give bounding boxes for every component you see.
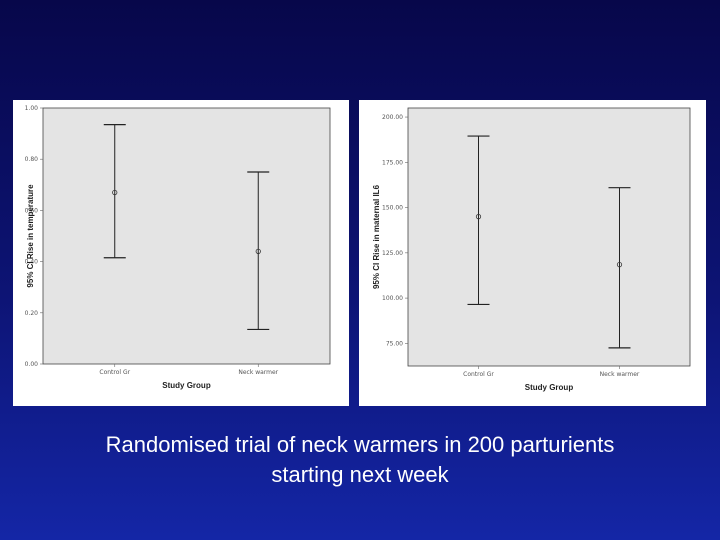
y-axis-label: 95% CI Rise in temperature (26, 184, 35, 288)
y-axis-label: 95% CI Rise in maternal IL6 (372, 184, 381, 289)
chart-panel-il6: 200.00 175.00 150.00 125.00 100.00 75.00 Contr… (359, 100, 706, 406)
errorbar-chart-il6: 200.00 175.00 150.00 125.00 100.00 75.00 Contr… (372, 107, 691, 392)
mean-point (616, 262, 623, 268)
y-tick-label: 0.40 (25, 259, 39, 266)
plot-area (42, 107, 331, 365)
x-category-label: Control Gr (99, 369, 130, 376)
y-tick-label: 175.00 (382, 159, 403, 166)
errorbar-chart-temperature: 1.00 0.80 0.60 0.40 0.20 0.00 Control Gr Neck w… (25, 105, 331, 390)
x-axis-label: Study Group (525, 383, 574, 392)
mean-point (112, 189, 118, 196)
y-tick-label: 0.60 (25, 207, 39, 214)
x-category-label: Neck warmer (238, 369, 278, 376)
y-tick-label: 200.00 (382, 114, 403, 121)
x-category-label: Neck warmer (600, 371, 640, 378)
caption-line-1: Randomised trial of neck warmers in 200 … (105, 432, 615, 457)
y-tick-label: 75.00 (386, 340, 403, 347)
y-tick-label: 150.00 (382, 205, 403, 212)
y-tick-label: 0.00 (25, 361, 39, 368)
mean-point (475, 214, 482, 220)
y-tick-label: 0.20 (25, 310, 39, 317)
mean-point (255, 248, 261, 254)
slide-caption: Randomised trial of neck warmers in 200 … (0, 430, 720, 490)
chart-panel-temperature: 1.00 0.80 0.60 0.40 0.20 0.00 Control Gr Neck w… (13, 100, 349, 406)
y-tick-label: 1.00 (25, 105, 39, 112)
x-category-label: Control Gr (463, 371, 494, 378)
x-axis-label: Study Group (162, 381, 211, 390)
y-tick-label: 100.00 (382, 295, 403, 302)
plot-area (407, 107, 691, 367)
y-tick-label: 0.80 (25, 156, 39, 163)
caption-line-2: starting next week (271, 462, 449, 487)
y-tick-label: 125.00 (382, 250, 403, 257)
